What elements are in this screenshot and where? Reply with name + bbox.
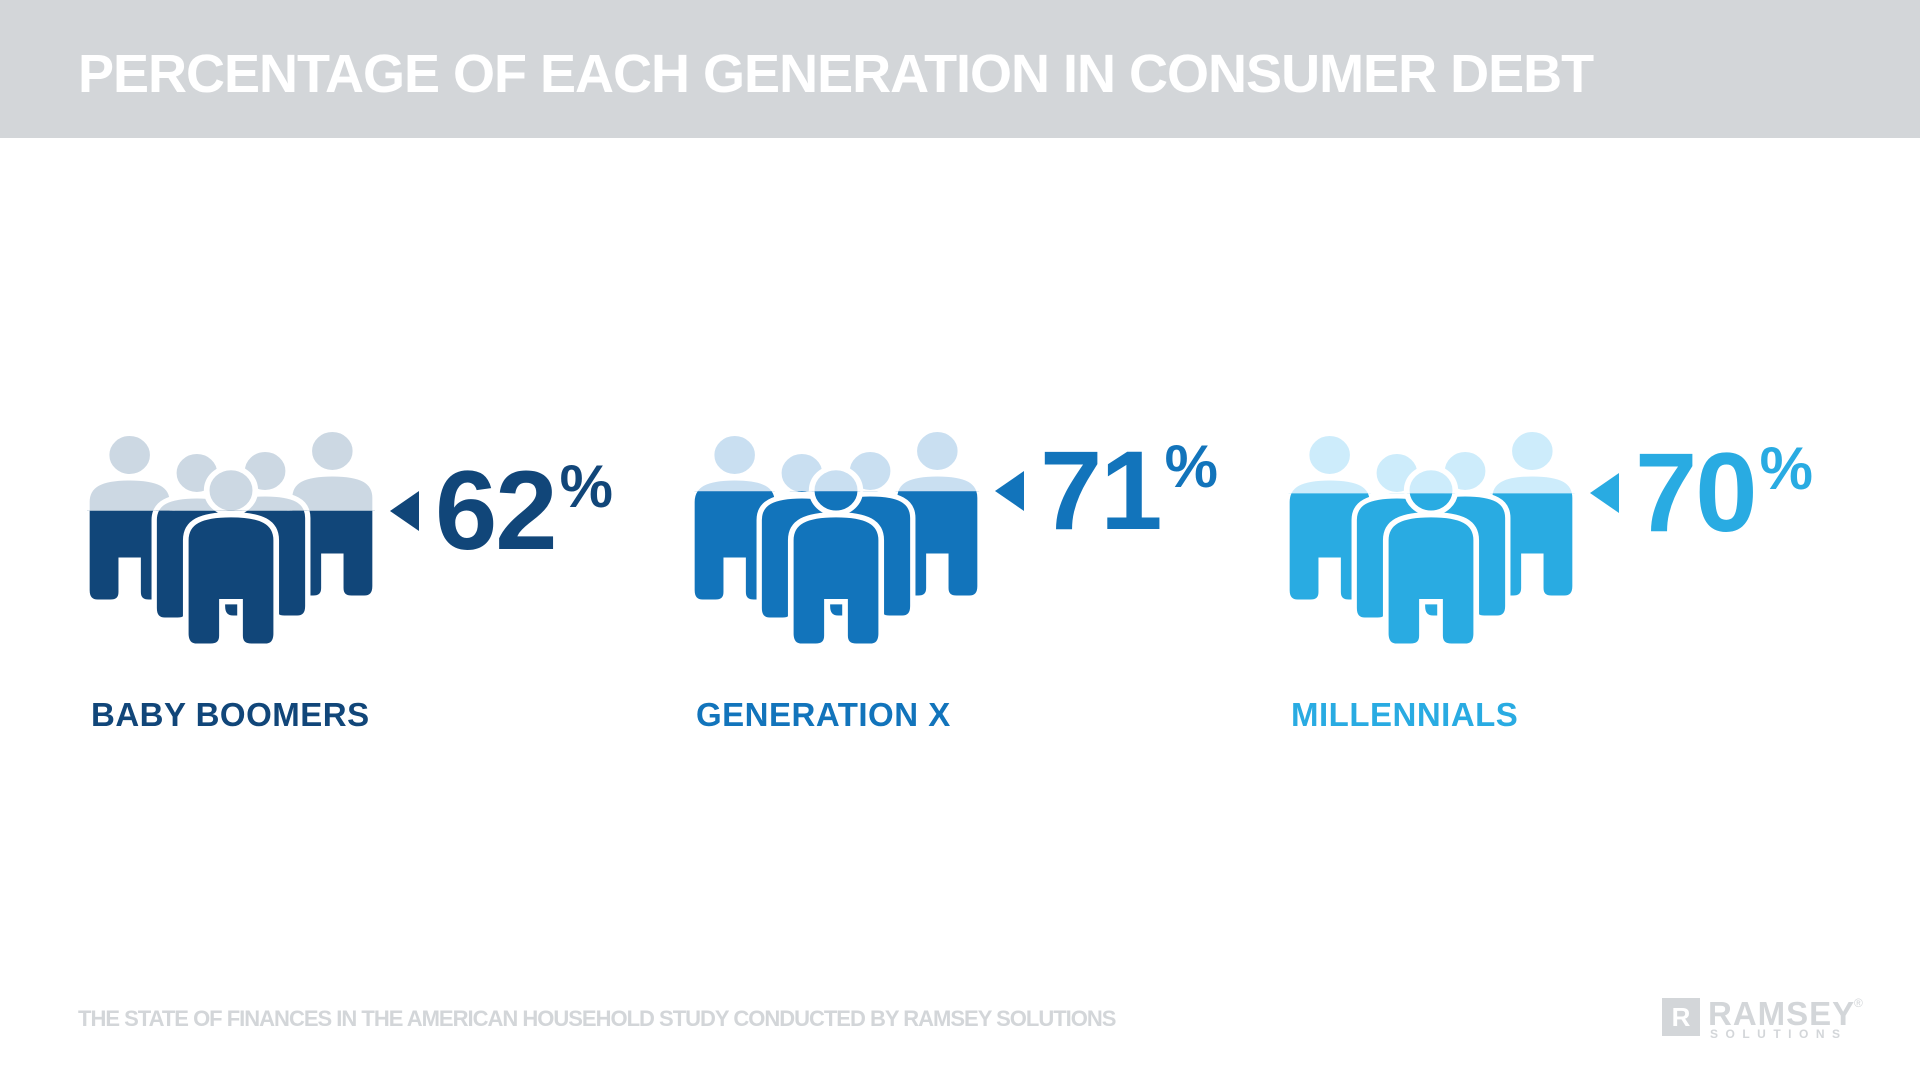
value-callout-millennials: 70 % bbox=[1590, 437, 1813, 549]
title-bar: PERCENTAGE OF EACH GENERATION IN CONSUME… bbox=[0, 0, 1920, 138]
group-label-millennials: MILLENNIALS bbox=[1291, 696, 1519, 733]
group-generation-x: 71 % GENERATION X bbox=[676, 424, 1376, 754]
page-title: PERCENTAGE OF EACH GENERATION IN CONSUME… bbox=[78, 44, 1594, 104]
source-citation: THE STATE OF FINANCES IN THE AMERICAN HO… bbox=[78, 1006, 1116, 1031]
percent-value: 70 bbox=[1635, 430, 1758, 556]
people-pictogram-generation-x bbox=[676, 424, 996, 656]
group-millennials: 70 % MILLENNIALS bbox=[1271, 424, 1920, 754]
percent-value: 62 bbox=[435, 447, 558, 573]
value-callout-generation-x: 71 % bbox=[995, 435, 1218, 547]
percent-sign: % bbox=[1759, 435, 1813, 503]
left-arrow-icon bbox=[1590, 473, 1619, 514]
people-pictogram-millennials bbox=[1271, 424, 1591, 656]
left-arrow-icon bbox=[390, 490, 419, 531]
group-label-generation-x: GENERATION X bbox=[696, 696, 951, 733]
ramsey-logo-mark-icon: R bbox=[1662, 998, 1700, 1036]
group-label-baby-boomers: BABY BOOMERS bbox=[91, 696, 370, 733]
ramsey-solutions-logo: R RAMSEY ® SOLUTIONS bbox=[1662, 995, 1863, 1044]
left-arrow-icon bbox=[995, 471, 1024, 512]
percent-sign: % bbox=[559, 452, 613, 520]
registered-trademark-icon: ® bbox=[1854, 996, 1863, 1010]
ramsey-logo-subtitle: SOLUTIONS bbox=[1710, 1027, 1848, 1041]
percent-sign: % bbox=[1164, 433, 1218, 501]
group-baby-boomers: 62 % BABY BOOMERS bbox=[71, 424, 771, 754]
percent-value: 71 bbox=[1040, 428, 1163, 554]
people-pictogram-baby-boomers bbox=[71, 424, 391, 656]
value-callout-baby-boomers: 62 % bbox=[390, 447, 613, 573]
ramsey-logo-name: RAMSEY bbox=[1708, 995, 1856, 1032]
